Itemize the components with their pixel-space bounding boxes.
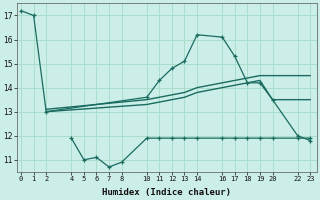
X-axis label: Humidex (Indice chaleur): Humidex (Indice chaleur) [102,188,231,197]
